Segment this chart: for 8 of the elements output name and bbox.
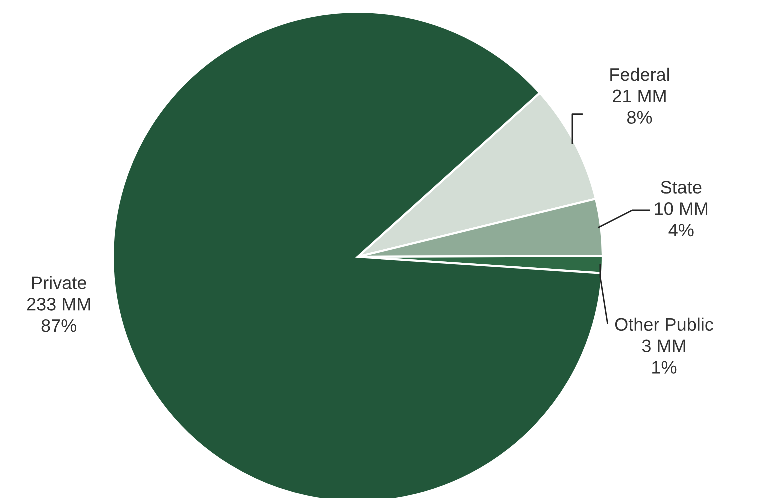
data-label: 3 MM 1% [642, 340, 686, 374]
slice-label: Federal [610, 68, 670, 82]
slice-label: State [661, 181, 702, 194]
slice-label: Private [32, 276, 86, 290]
data-label: 233 MM 87% [27, 298, 90, 332]
slice-label: Other Public [615, 318, 714, 332]
data-label: 10 MM 4% [655, 202, 708, 237]
data-label: 21 MM 8% [613, 90, 666, 124]
